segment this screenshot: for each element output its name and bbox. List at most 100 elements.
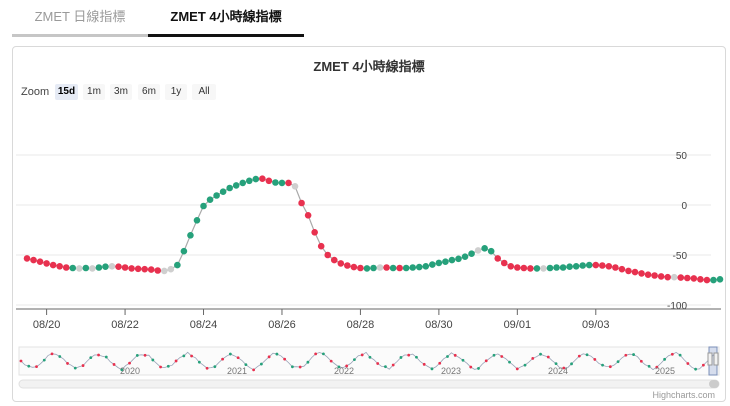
navigator-point (546, 355, 550, 359)
navigator-point (492, 353, 496, 357)
data-point (102, 263, 109, 270)
navigator-point (19, 359, 23, 363)
data-point (252, 175, 260, 183)
navigator-point (663, 357, 666, 361)
navigator-point (384, 365, 387, 369)
navigator-point (66, 362, 69, 365)
zoom-3m-button[interactable]: 3m (110, 84, 132, 100)
data-point (317, 242, 325, 250)
data-point (187, 232, 194, 239)
data-point (481, 245, 488, 252)
zoom-all-button[interactable]: All (192, 84, 216, 100)
data-point (363, 265, 371, 272)
y-tick-label: 50 (676, 151, 688, 162)
navigator-handle-right[interactable] (713, 352, 719, 366)
zoom-1m-button[interactable]: 1m (83, 84, 105, 100)
tab-4h-indicators[interactable]: ZMET 4小時線指標 (170, 9, 282, 24)
data-point (69, 264, 77, 272)
navigator-point (151, 358, 155, 362)
navigator-point (601, 363, 604, 367)
navigator-area (18, 346, 720, 376)
data-point (23, 255, 31, 262)
data-point (520, 264, 528, 272)
navigator-point (368, 355, 372, 359)
zoom-1y-button[interactable]: 1y (165, 84, 187, 100)
navigator-point (120, 368, 124, 372)
navigator-point (267, 355, 271, 359)
data-point (344, 262, 351, 269)
navigator-point (329, 359, 333, 363)
data-point (383, 264, 390, 271)
zoom-6m-button[interactable]: 6m (138, 84, 160, 100)
data-point (219, 188, 227, 195)
navigator-point (446, 355, 449, 358)
data-point (527, 265, 534, 272)
data-point (206, 196, 214, 203)
x-tick-label: 08/22 (111, 319, 139, 331)
navigator-point (290, 365, 294, 369)
data-point (396, 264, 403, 272)
navigator-point (50, 352, 54, 356)
navigator-handle-left[interactable] (707, 352, 713, 366)
data-point (422, 263, 430, 270)
navigator-point (453, 353, 457, 357)
data-point (245, 177, 253, 185)
data-point (239, 179, 247, 187)
data-point (298, 199, 305, 207)
data-point (226, 184, 233, 192)
navigator-point (515, 367, 519, 371)
data-point (259, 175, 266, 182)
navigator-point (182, 354, 186, 358)
data-point (62, 264, 70, 271)
data-point (664, 273, 671, 281)
navigator-point (422, 362, 426, 366)
data-point (644, 271, 652, 278)
data-point (415, 263, 423, 271)
data-point (337, 260, 345, 267)
x-tick-label: 08/20 (33, 319, 61, 331)
scrollbar-thumb[interactable] (709, 380, 719, 388)
data-point (592, 261, 600, 269)
data-point (174, 261, 181, 269)
chart-plot: 50 0 -50 -100 08/20 08/22 08/24 08/26 08/28 08/30… (16, 151, 724, 400)
zoom-label: Zoom (21, 86, 50, 98)
data-point (43, 260, 50, 267)
chart-title: ZMET 4小時線指標 (313, 59, 425, 74)
navigator-point (135, 354, 139, 357)
navigator-point (228, 352, 232, 356)
scrollbar-track[interactable] (18, 379, 720, 389)
data-point (285, 179, 292, 187)
navigator-point (539, 352, 542, 356)
data-point (657, 273, 665, 280)
navigator-point (391, 363, 395, 367)
navigator-point (314, 352, 318, 356)
data-point (435, 259, 443, 267)
navigator-year-label: 2024 (548, 366, 568, 376)
navigator-point (236, 356, 240, 360)
navigator-point (508, 360, 511, 364)
navigator-point (647, 364, 651, 368)
navigator-point (298, 365, 302, 369)
navigator-point (104, 355, 108, 359)
tab-daily-indicators[interactable]: ZMET 日線指標 (34, 9, 126, 24)
data-point (121, 264, 129, 271)
navigator-point (128, 361, 131, 365)
data-point (670, 273, 678, 281)
navigator-point (686, 362, 690, 365)
data-point (599, 262, 606, 269)
data-point (232, 182, 240, 189)
data-point (566, 263, 573, 270)
zoom-15d-button[interactable]: 15d (55, 84, 78, 100)
data-point (213, 192, 220, 199)
data-point (448, 256, 456, 264)
data-point (651, 272, 658, 279)
data-point (690, 275, 698, 282)
data-point (167, 265, 175, 273)
navigator-point (632, 353, 635, 356)
data-point (49, 261, 57, 269)
navigator-point (244, 363, 248, 367)
tab-underline-active (148, 34, 304, 37)
navigator-point (694, 367, 698, 371)
navigator-point (283, 357, 287, 361)
navigator-point (306, 360, 310, 364)
